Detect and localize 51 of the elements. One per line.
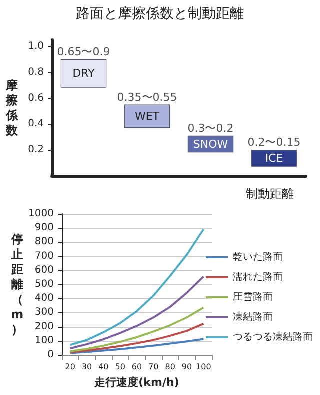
x-tick-label: 80 bbox=[165, 362, 176, 372]
x-tick-label: DRY bbox=[72, 67, 96, 80]
bar bbox=[251, 150, 298, 167]
x-tick-label: 50 bbox=[115, 362, 126, 372]
legend-label: 圧雪路面 bbox=[233, 291, 273, 303]
y-tick-label: 600 bbox=[34, 264, 54, 276]
x-tick-label: 20 bbox=[65, 362, 76, 372]
x-tick-label: 70 bbox=[148, 362, 159, 372]
y-tick-label: 500 bbox=[34, 279, 54, 290]
x-tick-label: 90 bbox=[182, 362, 192, 372]
y-tick-label: 0 bbox=[48, 350, 54, 360]
chart-title: 路面と摩擦係数と制動距離 bbox=[76, 6, 244, 22]
y-tick-label: 700 bbox=[34, 250, 54, 262]
y-tick-label: 0.6 bbox=[28, 92, 44, 104]
y-tick-label: 300 bbox=[34, 307, 54, 318]
annotation: 0.65〜0.9 bbox=[57, 45, 110, 58]
y-tick-label: 400 bbox=[34, 293, 54, 304]
y-axis-title: 停止距離（m） bbox=[10, 232, 24, 336]
line-series bbox=[69, 306, 205, 352]
line-series bbox=[69, 276, 205, 350]
legend-label: 濡れた路面 bbox=[233, 271, 283, 283]
y-tick-label: 900 bbox=[34, 222, 54, 234]
y-tick-label: 0.2 bbox=[28, 144, 44, 156]
y-tick-label: 200 bbox=[34, 321, 54, 332]
annotation: 0.3〜0.2 bbox=[188, 122, 234, 135]
x-axis-title: 走行速度(km/h) bbox=[94, 376, 180, 389]
y-axis-title: 摩擦係数 bbox=[5, 78, 19, 138]
y-tick-label: 0.4 bbox=[28, 118, 44, 130]
x-tick-label: SNOW bbox=[193, 138, 228, 151]
line-series bbox=[69, 228, 205, 346]
legend-label: 乾いた路面 bbox=[233, 251, 283, 263]
y-tick-label: 1.0 bbox=[28, 40, 44, 52]
x-tick-label: 100 bbox=[196, 362, 212, 372]
x-axis-title: 制動距離 bbox=[246, 187, 294, 201]
line-series bbox=[69, 338, 205, 354]
x-tick-label: ICE bbox=[265, 152, 284, 166]
x-tick-label: WET bbox=[134, 110, 160, 123]
x-tick-label: 40 bbox=[98, 362, 109, 372]
y-tick-label: 1000 bbox=[28, 208, 54, 220]
y-tick-label: 100 bbox=[34, 335, 54, 346]
bar bbox=[60, 59, 107, 88]
x-tick-label: 60 bbox=[132, 362, 142, 372]
x-tick-label: 30 bbox=[82, 362, 92, 372]
y-tick-label: 0.8 bbox=[28, 66, 44, 78]
line-series bbox=[69, 322, 205, 354]
legend-label: 凍結路面 bbox=[233, 311, 273, 323]
bar bbox=[124, 104, 170, 128]
annotation: 0.35〜0.55 bbox=[117, 90, 178, 104]
annotation: 0.2〜0.15 bbox=[248, 136, 301, 150]
y-tick-label: 800 bbox=[34, 236, 54, 248]
legend-label: つるつる凍結路面 bbox=[233, 331, 313, 343]
